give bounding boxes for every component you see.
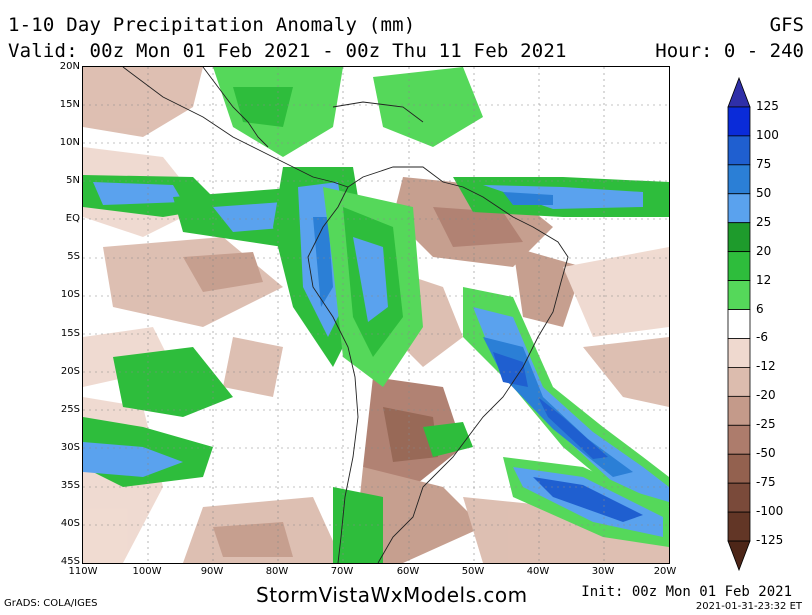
site-watermark: StormVistaWxModels.com — [256, 583, 528, 607]
legend-level-label: 50 — [756, 185, 772, 200]
legend-swatch — [727, 540, 751, 572]
lat-label: EQ — [65, 213, 80, 224]
lon-label: 20W — [653, 566, 677, 577]
lat-label: 10N — [59, 137, 80, 148]
init-time: Init: 00z Mon 01 Feb 2021 — [581, 584, 792, 600]
legend-level-label: 75 — [756, 156, 772, 171]
lon-label: 90W — [200, 566, 224, 577]
grads-credit: GrADS: COLA/IGES — [4, 598, 98, 609]
coastlines — [122, 67, 569, 563]
map-title: 1-10 Day Precipitation Anomaly (mm) — [8, 14, 416, 36]
legend-swatch — [727, 193, 751, 224]
lat-label: 20S — [60, 366, 80, 377]
legend-swatch — [727, 251, 751, 281]
legend-swatch — [727, 482, 751, 513]
legend-swatch — [727, 135, 751, 166]
color-scale-legend — [727, 76, 751, 572]
legend-level-label: 6 — [756, 301, 764, 316]
legend-swatch — [727, 511, 751, 542]
legend-level-label: -25 — [756, 417, 776, 432]
legend-level-label: -75 — [756, 475, 776, 490]
lat-lon-grid — [83, 67, 669, 563]
legend-level-label: -12 — [756, 359, 776, 374]
legend-swatch — [727, 424, 751, 455]
lat-label: 15S — [60, 328, 80, 339]
legend-swatch — [727, 453, 751, 484]
legend-level-label: 20 — [756, 243, 772, 258]
lon-label: 80W — [265, 566, 289, 577]
legend-level-label: 100 — [756, 127, 779, 142]
lat-label: 40S — [60, 518, 80, 529]
legend-level-label: 25 — [756, 214, 772, 229]
legend-level-label: -6 — [756, 330, 768, 345]
lon-label: 70W — [330, 566, 354, 577]
positive-anomaly-layer — [83, 67, 669, 563]
legend-level-label: -100 — [756, 504, 784, 519]
lon-label: 30W — [591, 566, 615, 577]
legend-level-label: -20 — [756, 388, 776, 403]
legend-swatch — [727, 164, 751, 195]
lon-label: 40W — [526, 566, 550, 577]
legend-swatch — [727, 222, 751, 253]
lat-label: 20N — [59, 61, 80, 72]
legend-swatch — [727, 338, 751, 368]
lat-label: 25S — [60, 404, 80, 415]
legend-swatch — [727, 76, 751, 108]
legend-level-label: -125 — [756, 533, 784, 548]
forecast-hours: Hour: 0 - 240 — [655, 40, 804, 62]
legend-level-label: 125 — [756, 98, 779, 113]
generated-timestamp: 2021-01-31-23:32 ET — [695, 601, 802, 612]
lon-label: 100W — [132, 566, 162, 577]
legend-level-label: -50 — [756, 446, 776, 461]
valid-period: Valid: 00z Mon 01 Feb 2021 - 00z Thu 11 … — [8, 40, 567, 62]
legend-swatch — [727, 309, 751, 339]
lat-label: 35S — [60, 480, 80, 491]
lat-label: 5S — [67, 251, 80, 262]
legend-level-label: 12 — [756, 272, 772, 287]
lon-label: 60W — [396, 566, 420, 577]
legend-swatch — [727, 367, 751, 397]
model-name: GFS — [769, 14, 804, 36]
legend-swatch — [727, 395, 751, 426]
lat-label: 15N — [59, 99, 80, 110]
precipitation-anomaly-map — [82, 66, 670, 564]
lon-label: 110W — [68, 566, 98, 577]
lat-label: 45S — [60, 556, 80, 567]
lon-label: 50W — [461, 566, 485, 577]
lat-label: 30S — [60, 442, 80, 453]
legend-swatch — [727, 280, 751, 310]
legend-swatch — [727, 106, 751, 137]
lat-label: 10S — [60, 289, 80, 300]
lat-label: 5N — [66, 175, 80, 186]
map-canvas — [83, 67, 669, 563]
